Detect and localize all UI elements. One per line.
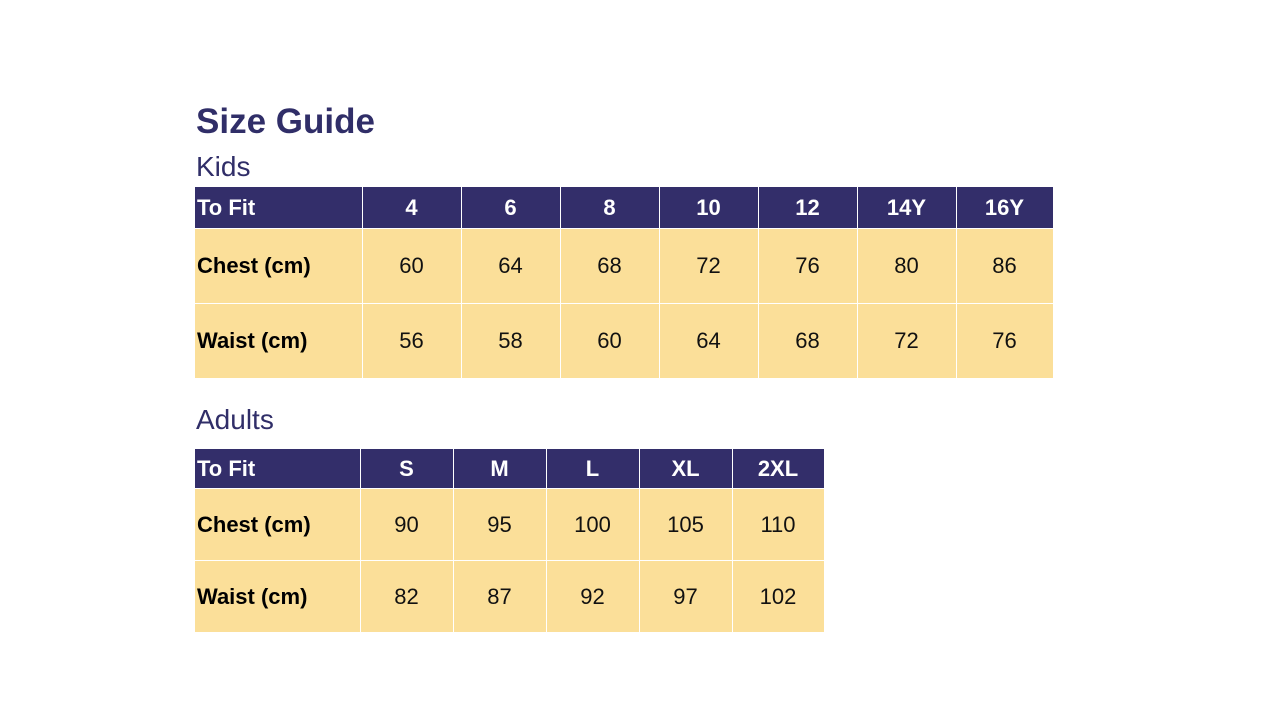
table-row-chest: Chest (cm) 90 95 100 105 110 bbox=[195, 488, 825, 561]
row-label-waist: Waist (cm) bbox=[195, 303, 363, 379]
table-cell: 92 bbox=[545, 560, 640, 633]
table-row-waist: Waist (cm) 56 58 60 64 68 72 76 bbox=[195, 303, 1054, 379]
row-label-waist: Waist (cm) bbox=[195, 560, 361, 633]
page-title: Size Guide bbox=[196, 102, 375, 141]
table-row-waist: Waist (cm) 82 87 92 97 102 bbox=[195, 560, 825, 633]
table-header-row: To Fit S M L XL 2XL bbox=[195, 448, 825, 489]
header-cell-size: 14Y bbox=[856, 186, 957, 229]
header-cell-size: M bbox=[452, 448, 547, 489]
table-cell: 95 bbox=[452, 488, 547, 561]
table-cell: 102 bbox=[731, 560, 825, 633]
table-cell: 110 bbox=[731, 488, 825, 561]
table-row-chest: Chest (cm) 60 64 68 72 76 80 86 bbox=[195, 228, 1054, 304]
header-cell-to-fit: To Fit bbox=[195, 448, 361, 489]
table-cell: 97 bbox=[638, 560, 733, 633]
header-cell-size: 12 bbox=[757, 186, 858, 229]
kids-size-table: To Fit 4 6 8 10 12 14Y 16Y Chest (cm) 60… bbox=[195, 186, 1054, 379]
table-cell: 86 bbox=[955, 228, 1054, 304]
table-cell: 105 bbox=[638, 488, 733, 561]
table-cell: 82 bbox=[359, 560, 454, 633]
table-cell: 68 bbox=[559, 228, 660, 304]
header-cell-size: L bbox=[545, 448, 640, 489]
row-label-chest: Chest (cm) bbox=[195, 228, 363, 304]
header-cell-size: S bbox=[359, 448, 454, 489]
table-cell: 64 bbox=[460, 228, 561, 304]
adults-size-table: To Fit S M L XL 2XL Chest (cm) 90 95 100… bbox=[195, 448, 825, 633]
table-cell: 72 bbox=[856, 303, 957, 379]
row-label-chest: Chest (cm) bbox=[195, 488, 361, 561]
header-cell-size: 10 bbox=[658, 186, 759, 229]
header-cell-size: 2XL bbox=[731, 448, 825, 489]
table-cell: 76 bbox=[955, 303, 1054, 379]
table-header-row: To Fit 4 6 8 10 12 14Y 16Y bbox=[195, 186, 1054, 229]
header-cell-size: 4 bbox=[361, 186, 462, 229]
adults-heading: Adults bbox=[196, 404, 274, 435]
table-cell: 64 bbox=[658, 303, 759, 379]
table-cell: 60 bbox=[361, 228, 462, 304]
kids-heading: Kids bbox=[196, 151, 251, 182]
header-cell-size: XL bbox=[638, 448, 733, 489]
table-cell: 90 bbox=[359, 488, 454, 561]
table-cell: 87 bbox=[452, 560, 547, 633]
table-cell: 58 bbox=[460, 303, 561, 379]
header-cell-to-fit: To Fit bbox=[195, 186, 363, 229]
table-cell: 56 bbox=[361, 303, 462, 379]
header-cell-size: 6 bbox=[460, 186, 561, 229]
header-cell-size: 16Y bbox=[955, 186, 1054, 229]
table-cell: 100 bbox=[545, 488, 640, 561]
header-cell-size: 8 bbox=[559, 186, 660, 229]
table-cell: 68 bbox=[757, 303, 858, 379]
table-cell: 60 bbox=[559, 303, 660, 379]
table-cell: 76 bbox=[757, 228, 858, 304]
table-cell: 72 bbox=[658, 228, 759, 304]
table-cell: 80 bbox=[856, 228, 957, 304]
